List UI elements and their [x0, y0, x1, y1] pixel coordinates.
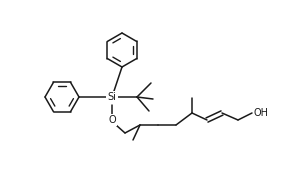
- Text: OH: OH: [254, 108, 269, 118]
- Text: Si: Si: [108, 92, 116, 102]
- Text: O: O: [108, 115, 116, 125]
